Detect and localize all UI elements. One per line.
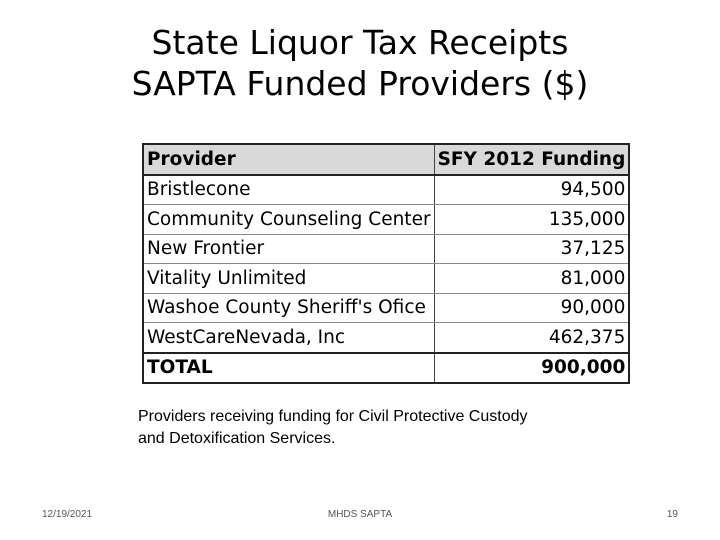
funding-cell: 135,000 — [434, 204, 629, 235]
footer-page-number: 19 — [666, 509, 678, 520]
provider-cell: Vitality Unlimited — [144, 263, 435, 294]
funding-cell: 94,500 — [434, 174, 629, 205]
table-total-row: TOTAL 900,000 — [144, 351, 629, 382]
table-row: WestCareNevada, Inc 462,375 — [144, 322, 629, 353]
header-provider: Provider — [144, 145, 435, 176]
funding-table: Provider SFY 2012 Funding Bristlecone 94… — [144, 145, 629, 382]
funding-cell: 462,375 — [434, 322, 629, 353]
header-funding: SFY 2012 Funding — [434, 145, 629, 176]
funding-cell: 37,125 — [434, 234, 629, 264]
table-header-row: Provider SFY 2012 Funding — [144, 145, 629, 176]
funding-cell: 90,000 — [434, 293, 629, 323]
funding-table-container: Provider SFY 2012 Funding Bristlecone 94… — [142, 143, 631, 384]
slide-title: State Liquor Tax Receipts SAPTA Funded P… — [0, 22, 720, 104]
table-row: Washoe County Sheriff's Ofice 90,000 — [144, 293, 629, 323]
caption-line-1: Providers receiving funding for Civil Pr… — [138, 408, 528, 425]
table-row: Community Counseling Center 135,000 — [144, 204, 629, 235]
footer-date: 12/19/2021 — [42, 509, 93, 520]
table-row: New Frontier 37,125 — [144, 234, 629, 264]
funding-cell: 81,000 — [434, 263, 629, 294]
caption-line-2: and Detoxification Services. — [138, 430, 336, 447]
total-label-cell: TOTAL — [144, 351, 435, 382]
provider-cell: New Frontier — [144, 234, 435, 264]
provider-cell: WestCareNevada, Inc — [144, 322, 435, 353]
slide-title-line-2: SAPTA Funded Providers ($) — [131, 64, 589, 103]
provider-cell: Community Counseling Center — [144, 204, 435, 235]
slide-caption: Providers receiving funding for Civil Pr… — [138, 406, 608, 450]
table-row: Vitality Unlimited 81,000 — [144, 263, 629, 294]
table-row: Bristlecone 94,500 — [144, 174, 629, 205]
provider-cell: Washoe County Sheriff's Ofice — [144, 293, 435, 323]
footer-center-text: MHDS SAPTA — [327, 509, 393, 520]
slide-title-line-1: State Liquor Tax Receipts — [151, 23, 569, 62]
provider-cell: Bristlecone — [144, 174, 435, 205]
total-funding-cell: 900,000 — [434, 351, 629, 382]
